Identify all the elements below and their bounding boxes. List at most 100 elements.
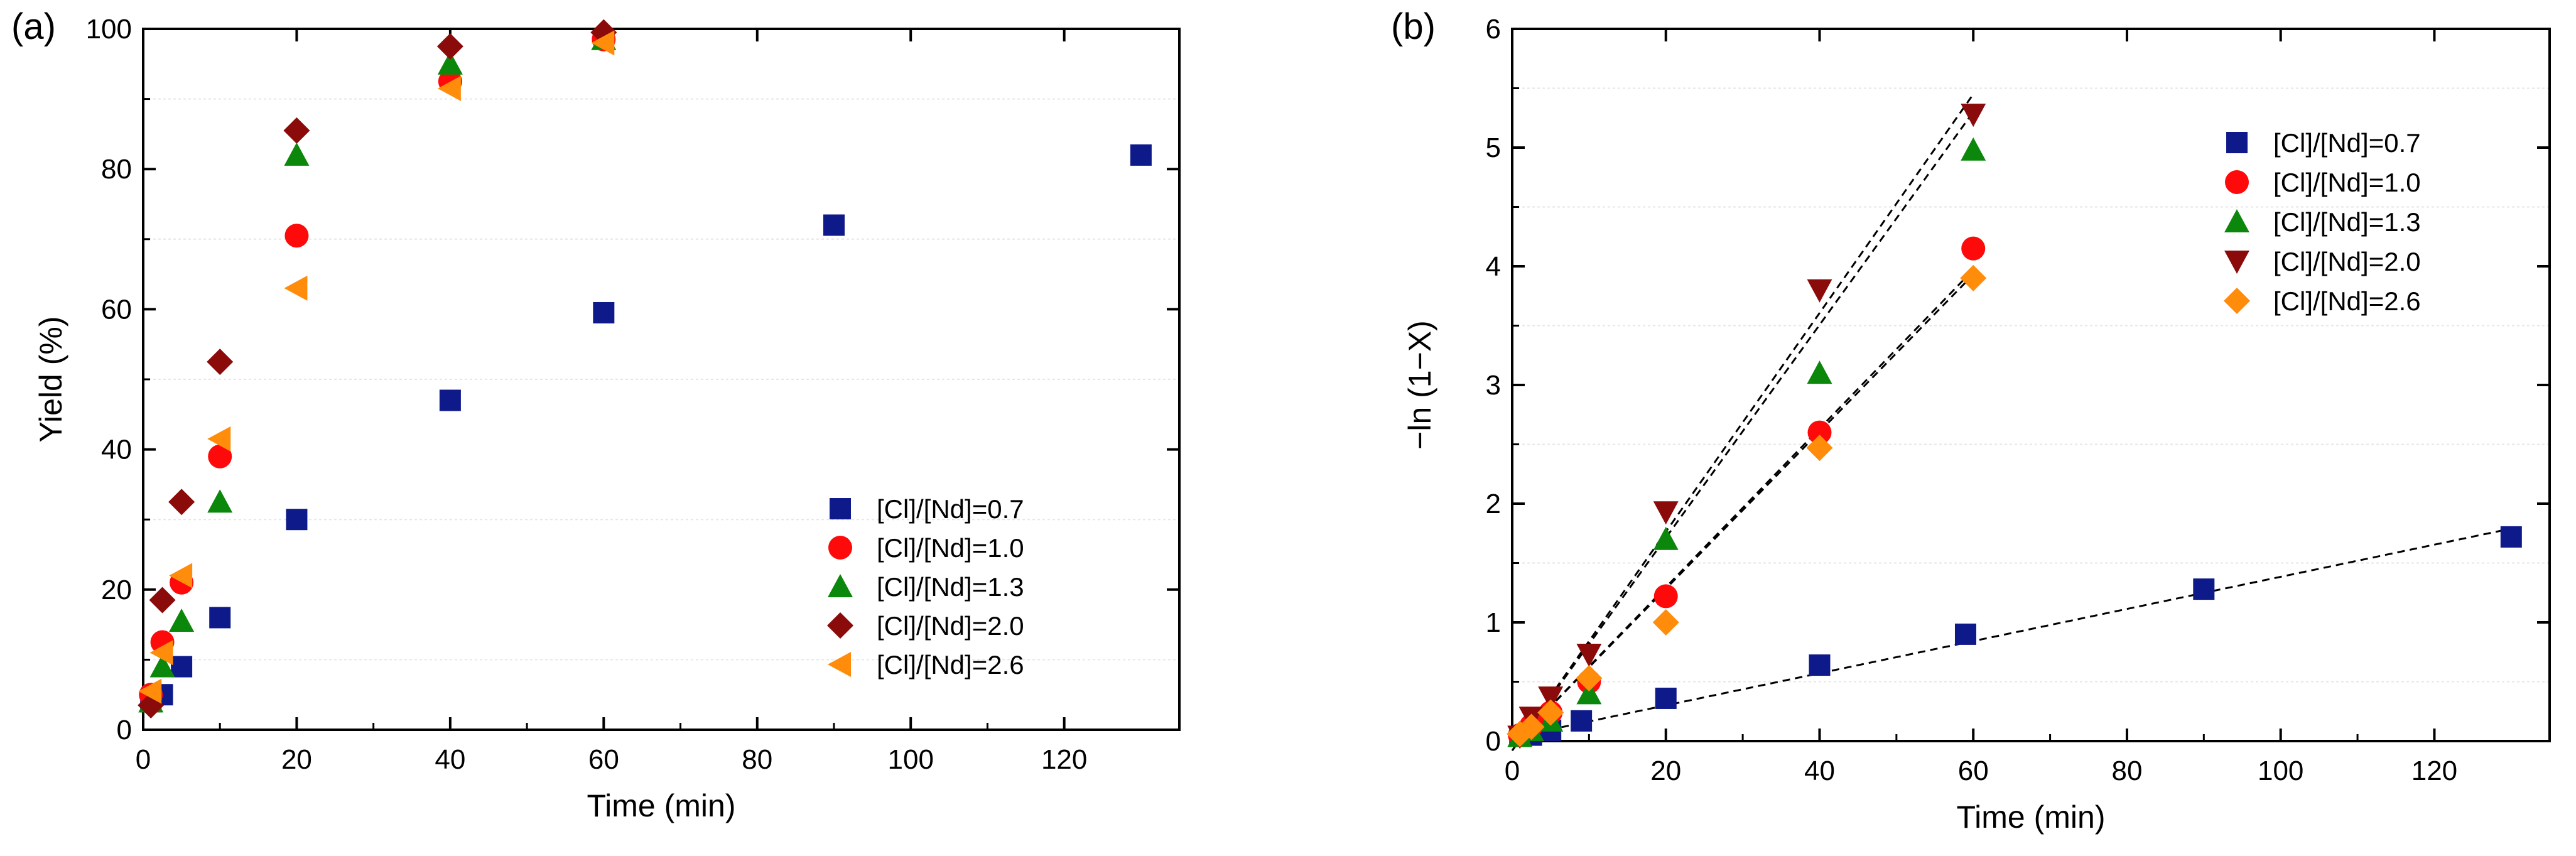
panel-a-legend-marker [828, 574, 853, 597]
panel-b-data-point [1576, 644, 1602, 668]
panel-b-data-point [1954, 623, 1976, 645]
panel-b-y-tick-label: 0 [1486, 726, 1501, 757]
panel-a-data-point [207, 489, 233, 513]
panel-b-data-point [1653, 501, 1679, 525]
panel-a-data-point [149, 654, 175, 678]
panel-a-legend-label: [Cl]/[Nd]=2.0 [877, 611, 1024, 641]
panel-b-legend: [Cl]/[Nd]=0.7 [Cl]/[Nd]=1.0 [Cl]/[Nd]=1.3 [… [2224, 128, 2421, 316]
panel-b-x-tick-label: 60 [1958, 756, 1989, 786]
panel-b-fit-line [1511, 111, 1974, 751]
panel-b-data-point [1655, 687, 1677, 709]
panel-b-legend-label: [Cl]/[Nd]=1.0 [2273, 168, 2421, 197]
panel-a-x-tick-label: 80 [742, 744, 772, 775]
panel-b-data-point [1809, 654, 1831, 676]
panel-a-legend: [Cl]/[Nd]=0.7 [Cl]/[Nd]=1.0 [Cl]/[Nd]=1.3 [… [827, 494, 1024, 680]
panel-b-gridlines [1512, 87, 2550, 683]
panel-a-legend-item: [Cl]/[Nd]=0.7 [830, 494, 1024, 524]
panel-a-y-tick-label: 0 [117, 715, 132, 745]
panel-a-data-point [208, 444, 232, 469]
panel-b-data-point [1538, 686, 1564, 710]
panel-b-legend-item: [Cl]/[Nd]=2.0 [2224, 247, 2421, 276]
panel-b-y-tick-label: 5 [1486, 133, 1501, 163]
panel-b-x-tick-label: 80 [2111, 756, 2142, 786]
panel-a-gridlines [143, 98, 1179, 661]
panel-a-legend-marker [828, 536, 852, 560]
panel-b-data-point [1576, 664, 1603, 691]
panel-a-legend-item: [Cl]/[Nd]=2.0 [827, 611, 1024, 641]
panel-b-label: (b) [1391, 6, 1436, 47]
panel-a-series-4 [138, 30, 615, 704]
panel-b-data-point [1806, 435, 1833, 462]
panel-b-y-tick-label: 4 [1486, 251, 1501, 282]
panel-b-data-point [1652, 609, 1679, 636]
panel-a-data-point [169, 563, 193, 588]
panel-b-ln-vs-time: 0 20 40 60 80 100 120 0 1 2 3 4 5 6 Time (min) −ln (1−X… [1391, 6, 2551, 835]
panel-b-legend-label: [Cl]/[Nd]=2.6 [2273, 286, 2421, 316]
panel-b-legend-marker [2225, 170, 2249, 194]
panel-b-data-point [2193, 578, 2215, 600]
panel-a-legend-item: [Cl]/[Nd]=1.3 [828, 572, 1024, 602]
panel-b-legend-marker [2224, 288, 2250, 314]
panel-b-fit-line [1511, 269, 1974, 747]
panel-a-data-point [149, 587, 176, 614]
panel-b-legend-marker [2226, 132, 2248, 153]
panel-b-data-point [1807, 420, 1832, 445]
panel-b-x-tick-label: 20 [1650, 756, 1681, 786]
panel-a-x-axis-title: Time (min) [587, 788, 735, 823]
panel-a-legend-item: [Cl]/[Nd]=2.6 [828, 650, 1024, 680]
panel-b-data-point [1961, 236, 1986, 261]
panel-b-legend-item: [Cl]/[Nd]=1.3 [2224, 207, 2421, 237]
panel-a-legend-marker [828, 652, 851, 677]
panel-b-legend-label: [Cl]/[Nd]=0.7 [2273, 128, 2421, 158]
panel-a-x-tick-label: 20 [281, 744, 312, 775]
panel-a-data-point [168, 489, 195, 516]
panel-a-data-point [437, 51, 463, 75]
panel-a-y-tick-label: 40 [101, 435, 132, 465]
panel-b-legend-marker [2224, 209, 2249, 232]
panel-a-data-point [149, 640, 173, 666]
panel-b-legend-marker [2224, 251, 2249, 274]
panel-a-label: (a) [11, 6, 56, 47]
panel-b-data-point [1807, 360, 1832, 384]
panel-a-x-tick-label: 100 [888, 744, 934, 775]
panel-b-data-point [2500, 526, 2522, 548]
panel-b-legend-item: [Cl]/[Nd]=1.0 [2225, 168, 2421, 197]
panel-b-y-tick-label: 6 [1486, 14, 1501, 45]
panel-a-data-point [436, 33, 463, 60]
panel-a-data-point [138, 678, 162, 704]
panel-a-data-point [823, 214, 845, 236]
panel-a-y-tick-label: 20 [101, 575, 132, 605]
panel-b-y-tick-label: 3 [1486, 370, 1501, 401]
panel-b-legend-item: [Cl]/[Nd]=2.6 [2224, 286, 2421, 316]
panel-a-legend-marker [827, 612, 853, 639]
panel-a-legend-item: [Cl]/[Nd]=1.0 [828, 533, 1024, 563]
panel-b-legend-label: [Cl]/[Nd]=2.0 [2273, 247, 2421, 276]
panel-b-data-point [1518, 713, 1545, 740]
panel-a-yield-vs-time: 0 20 40 60 80 100 120 0 20 40 60 80 100 Time (min) Yie… [11, 6, 1181, 823]
panel-b-y-axis-title: −ln (1−X) [1402, 320, 1437, 450]
panel-a-x-tick-label: 40 [435, 744, 465, 775]
panel-b-x-tick-label: 100 [2258, 756, 2303, 786]
panel-a-data-point [284, 142, 310, 166]
panel-a-data-point [284, 224, 309, 248]
panel-a-y-tick-label: 100 [86, 14, 132, 45]
panel-b-y-tick-label: 1 [1486, 607, 1501, 638]
panel-b-data-point [1576, 681, 1602, 705]
panel-a-y-tick-label: 60 [101, 294, 132, 325]
panel-b-series-4 [1507, 264, 1987, 747]
panel-a-x-tick-label: 60 [588, 744, 619, 775]
panel-a-data-point [209, 607, 231, 629]
panel-b-series-1 [1508, 236, 1986, 747]
panel-a-data-point [437, 75, 461, 101]
panel-a-data-point [1130, 144, 1152, 166]
panel-b-x-tick-label: 0 [1505, 756, 1520, 786]
panel-a-legend-marker [830, 498, 851, 519]
panel-b-x-tick-label: 120 [2411, 756, 2457, 786]
panel-a-data-point [593, 301, 615, 323]
panel-b-y-tick-label: 2 [1486, 489, 1501, 519]
panel-b-legend-label: [Cl]/[Nd]=1.3 [2273, 207, 2421, 237]
panel-a-data-point [284, 275, 308, 301]
panel-b-fit-line [1511, 274, 1974, 747]
panel-a-series-1 [139, 27, 616, 707]
